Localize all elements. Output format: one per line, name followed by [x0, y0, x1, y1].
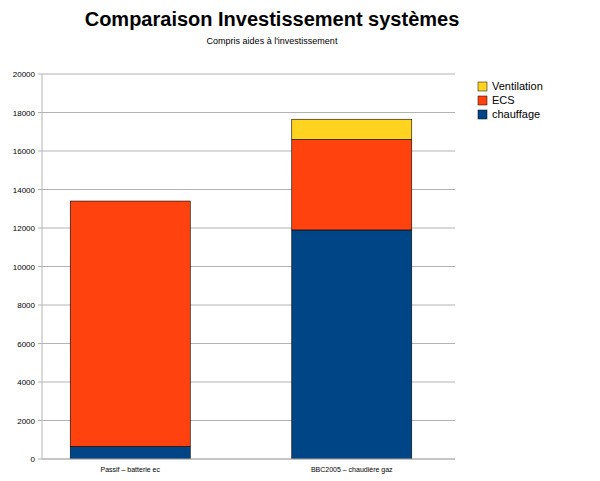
legend-swatch — [478, 96, 487, 105]
x-tick-label: BBC2005 – chaudière gaz — [311, 466, 393, 474]
legend-label: Ventilation — [492, 80, 543, 92]
y-tick-label: 2000 — [17, 417, 35, 426]
tick-mark — [38, 305, 42, 306]
chart-svg: Comparaison Investissement systèmes Compr… — [0, 0, 600, 481]
subtitle: Compris aides à l'investissement — [207, 36, 338, 46]
y-tick-label: 14000 — [13, 186, 36, 195]
x-axis — [42, 459, 455, 460]
title: Comparaison Investissement systèmes — [85, 8, 460, 30]
legend-swatch — [478, 82, 487, 91]
grid-line — [42, 74, 455, 75]
tick-mark — [38, 74, 42, 75]
bar-segment — [70, 201, 190, 446]
legend-label: chauffage — [492, 108, 540, 120]
y-tick-label: 6000 — [17, 340, 35, 349]
y-tick-label: 18000 — [13, 109, 36, 118]
chart-container: Comparaison Investissement systèmes Compr… — [0, 0, 600, 481]
bars — [70, 119, 412, 459]
tick-mark — [38, 112, 42, 113]
y-tick-label: 12000 — [13, 224, 36, 233]
legend-label: ECS — [492, 94, 515, 106]
legend: Ventilation ECS chauffage — [478, 80, 543, 120]
y-axis — [42, 74, 43, 459]
bar-segment — [292, 119, 412, 139]
y-tick-label: 20000 — [13, 70, 36, 79]
y-tick-label: 8000 — [17, 301, 35, 310]
tick-mark — [38, 343, 42, 344]
y-tick-label: 0 — [31, 455, 36, 464]
bar-segment — [70, 446, 190, 459]
tick-mark — [38, 382, 42, 383]
bar-segment — [292, 230, 412, 459]
tick-mark — [38, 420, 42, 421]
tick-mark — [38, 228, 42, 229]
y-tick-label: 10000 — [13, 263, 36, 272]
bar-segment — [292, 139, 412, 229]
y-tick-label: 4000 — [17, 378, 35, 387]
y-tick-label: 16000 — [13, 147, 36, 156]
tick-mark — [38, 151, 42, 152]
grid-line — [42, 112, 455, 113]
tick-mark — [38, 459, 42, 460]
x-tick-label: Passif – batterie ec — [100, 466, 160, 473]
tick-mark — [38, 266, 42, 267]
bar-segment — [70, 201, 190, 202]
tick-mark — [38, 189, 42, 190]
grid — [38, 74, 455, 459]
grid-line — [42, 459, 455, 460]
legend-swatch — [478, 110, 487, 119]
